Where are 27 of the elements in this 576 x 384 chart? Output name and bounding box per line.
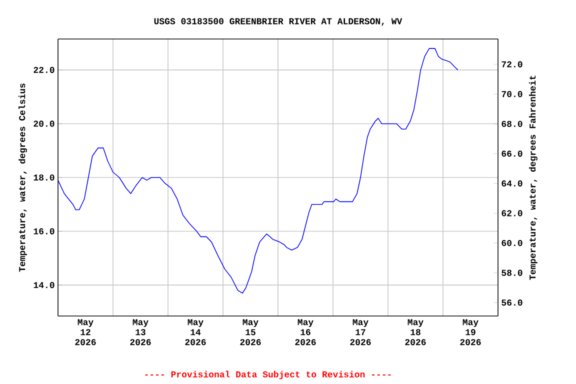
x-tick-label: May 15 2026 bbox=[240, 319, 261, 346]
y2-tick-label: 70.0 bbox=[502, 91, 522, 98]
text: ---- Provisional Data Subject to Revision ---- bbox=[145, 370, 391, 380]
y-tick-label: 18.0 bbox=[34, 174, 54, 181]
y2-tick-label: 68.0 bbox=[502, 120, 522, 127]
y2-tick-label: 56.0 bbox=[502, 300, 522, 306]
line-series bbox=[58, 48, 458, 294]
x-tick-label: May 18 2026 bbox=[405, 319, 426, 346]
y2-tick-label: 58.0 bbox=[502, 270, 522, 276]
x-tick-label: May 17 2026 bbox=[350, 319, 371, 346]
y-tick-label: 16.0 bbox=[34, 228, 54, 234]
y-tick-label: 22.0 bbox=[34, 66, 54, 73]
y2-tick-label: 64.0 bbox=[502, 180, 522, 187]
y2-axis-title: Temperature, water, degrees Fahrenheit bbox=[529, 76, 538, 280]
y-tick-label: 14.0 bbox=[34, 282, 54, 288]
x-tick-label: May 16 2026 bbox=[295, 319, 316, 346]
y2-tick-label: 62.0 bbox=[502, 210, 522, 216]
y-axis-title: Temperature, water, degrees Celsius bbox=[18, 84, 28, 272]
x-tick-label: May 14 2026 bbox=[185, 319, 206, 346]
y2-tick-label: 72.0 bbox=[502, 61, 522, 68]
x-tick-label: May 13 2026 bbox=[130, 319, 151, 346]
y2-tick-label: 66.0 bbox=[502, 150, 522, 157]
x-tick-label: May 19 2026 bbox=[460, 319, 481, 346]
y-tick-label: 20.0 bbox=[34, 120, 54, 127]
y2-tick-label: 60.0 bbox=[502, 240, 522, 246]
chart-title: USGS 03183500 GREENBRIER RIVER AT ALDERSON, WV bbox=[154, 18, 402, 26]
x-tick-label: May 12 2026 bbox=[75, 319, 96, 346]
